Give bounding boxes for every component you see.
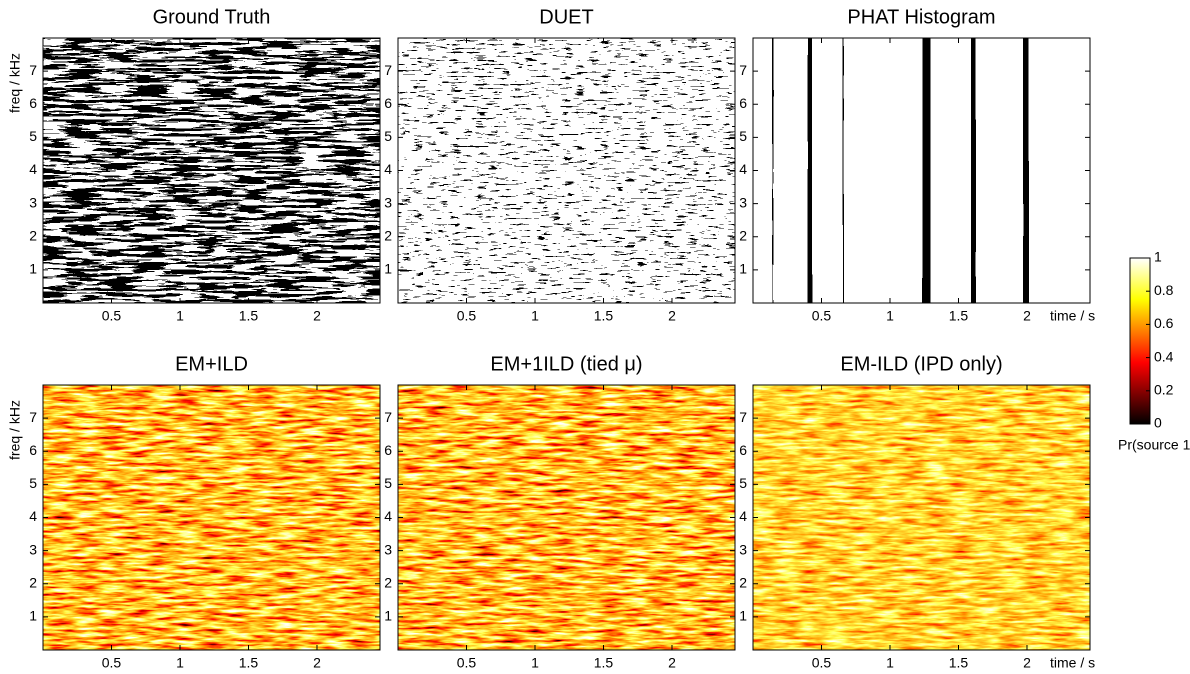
y-tick-label: 6 (384, 95, 392, 111)
panel-title: EM+ILD (175, 353, 248, 375)
x-tick-label: 1 (176, 655, 184, 671)
x-tick-label: 0.5 (457, 655, 477, 671)
y-tick-label: 1 (384, 608, 392, 624)
x-tick-label: 2 (313, 655, 321, 671)
y-tick-label: 3 (29, 541, 37, 557)
y-tick-label: 2 (384, 574, 392, 590)
y-tick-label: 5 (29, 128, 37, 144)
heatmap-image (398, 385, 735, 650)
x-tick-label: 1 (176, 308, 184, 324)
y-tick-label: 5 (739, 128, 747, 144)
x-tick-label: 1.5 (949, 655, 969, 671)
y-tick-label: 2 (739, 574, 747, 590)
y-tick-label: 4 (29, 161, 37, 177)
y-tick-label: 6 (739, 442, 747, 458)
x-tick-label: 0.5 (102, 308, 122, 324)
y-tick-label: 2 (739, 227, 747, 243)
x-tick-label: 1 (531, 655, 539, 671)
x-tick-label: 1.5 (949, 308, 969, 324)
x-tick-label: 2 (1023, 308, 1031, 324)
x-tick-label: 1.5 (594, 655, 614, 671)
heatmap-image (43, 38, 380, 303)
y-tick-label: 6 (384, 442, 392, 458)
y-tick-label: 5 (739, 475, 747, 491)
x-tick-label: 0.5 (812, 308, 832, 324)
x-tick-label: 1 (886, 655, 894, 671)
y-tick-label: 6 (739, 95, 747, 111)
y-tick-label: 4 (384, 508, 392, 524)
panel-title: EM+1ILD (tied μ) (490, 353, 642, 375)
x-tick-label: 1.5 (594, 308, 614, 324)
y-tick-label: 7 (384, 62, 392, 78)
y-tick-label: 3 (739, 541, 747, 557)
colorbar (1129, 257, 1151, 425)
y-tick-label: 1 (739, 261, 747, 277)
y-tick-label: 7 (29, 409, 37, 425)
x-tick-label: 2 (668, 308, 676, 324)
x-tick-label: 2 (1023, 655, 1031, 671)
y-tick-label: 6 (29, 442, 37, 458)
y-tick-label: 5 (384, 128, 392, 144)
x-tick-label: 0.5 (812, 655, 832, 671)
y-tick-label: 7 (384, 409, 392, 425)
y-tick-label: 7 (739, 62, 747, 78)
y-tick-label: 1 (739, 608, 747, 624)
y-tick-label: 4 (739, 161, 747, 177)
colorbar-label: Pr(source 1) (1118, 437, 1190, 453)
y-tick-label: 1 (29, 261, 37, 277)
x-tick-label: 1 (886, 308, 894, 324)
y-tick-label: 2 (29, 227, 37, 243)
x-axis-label: time / s (1050, 655, 1095, 671)
heatmap-image (398, 38, 735, 303)
panel-title: PHAT Histogram (847, 6, 995, 28)
panel-title: EM-ILD (IPD only) (840, 353, 1002, 375)
y-tick-label: 3 (29, 194, 37, 210)
x-tick-label: 0.5 (457, 308, 477, 324)
y-tick-label: 3 (384, 541, 392, 557)
x-tick-label: 2 (668, 655, 676, 671)
y-tick-label: 1 (384, 261, 392, 277)
heatmap-image (753, 38, 1090, 303)
y-axis-label: freq / kHz (7, 400, 23, 460)
y-tick-label: 7 (29, 62, 37, 78)
y-tick-label: 3 (384, 194, 392, 210)
x-tick-label: 2 (313, 308, 321, 324)
colorbar-tick-label: 0.6 (1154, 315, 1174, 331)
x-tick-label: 1 (531, 308, 539, 324)
y-tick-label: 1 (29, 608, 37, 624)
y-tick-label: 2 (384, 227, 392, 243)
colorbar-tick-label: 0 (1154, 415, 1162, 431)
y-tick-label: 5 (384, 475, 392, 491)
x-axis-label: time / s (1050, 308, 1095, 324)
heatmap-image (753, 385, 1090, 650)
colorbar-tick-label: 1 (1154, 249, 1162, 265)
x-tick-label: 1.5 (239, 655, 259, 671)
y-tick-label: 3 (739, 194, 747, 210)
panel-title: DUET (539, 6, 593, 28)
y-tick-label: 4 (29, 508, 37, 524)
x-tick-label: 1.5 (239, 308, 259, 324)
y-tick-label: 7 (739, 409, 747, 425)
panel-title: Ground Truth (153, 6, 271, 28)
heatmap-image (43, 385, 380, 650)
y-tick-label: 6 (29, 95, 37, 111)
y-tick-label: 4 (739, 508, 747, 524)
y-tick-label: 4 (384, 161, 392, 177)
colorbar-tick-label: 0.8 (1154, 282, 1174, 298)
colorbar-tick-label: 0.2 (1154, 382, 1174, 398)
y-axis-label: freq / kHz (7, 53, 23, 113)
x-tick-label: 0.5 (102, 655, 122, 671)
y-tick-label: 2 (29, 574, 37, 590)
colorbar-tick-label: 0.4 (1154, 348, 1174, 364)
y-tick-label: 5 (29, 475, 37, 491)
